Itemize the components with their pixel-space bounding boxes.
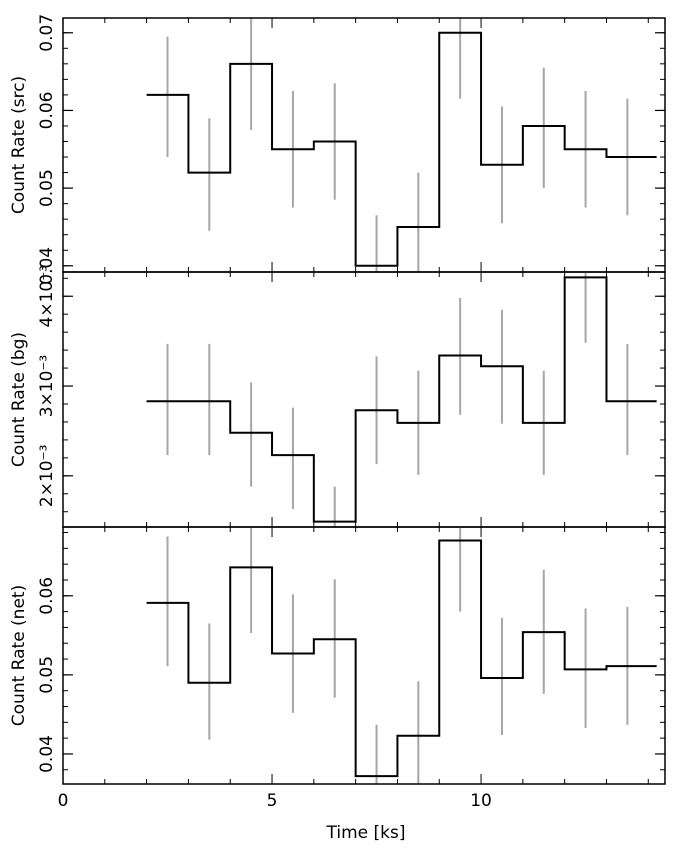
x-tick-label: 10: [470, 791, 492, 811]
panel-3: 0.04 0.05 0.06 Count Rate (net): [9, 526, 666, 785]
y-tick-label: 0.06: [37, 92, 57, 130]
y-tick-label: 0.04: [37, 735, 57, 773]
y-tick-label: 0.06: [37, 577, 57, 615]
y-axis-title: Count Rate (bg): [9, 332, 29, 467]
step-series: [146, 539, 657, 778]
step-series: [146, 276, 657, 523]
x-tick-label: 5: [267, 791, 278, 811]
panel-1: 0.04 0.05 0.06 0.07 Count Rate (src): [9, 14, 666, 285]
x-tick-label: 0: [58, 791, 69, 811]
y-tick-label: 3×10⁻³: [37, 355, 57, 417]
y-axis-title: Count Rate (src): [9, 76, 29, 214]
y-axis-title: Count Rate (net): [9, 585, 29, 726]
y-tick-label: 0.05: [37, 656, 57, 694]
step-series: [146, 31, 657, 267]
panel-2: 2×10⁻³ 3×10⁻³ 4×10⁻³ Count Rate (bg): [9, 265, 666, 528]
panel-frame: [62, 526, 666, 785]
x-axis-title: Time [ks]: [326, 823, 406, 843]
y-tick-label: 0.05: [37, 169, 57, 207]
y-tick-label: 4×10⁻³: [37, 265, 57, 327]
panel-frame: [62, 17, 666, 273]
y-tick-label: 0.04: [37, 247, 57, 285]
y-tick-label: 2×10⁻³: [37, 445, 57, 507]
y-tick-label: 0.07: [37, 14, 57, 52]
panel-frame: [62, 271, 666, 528]
